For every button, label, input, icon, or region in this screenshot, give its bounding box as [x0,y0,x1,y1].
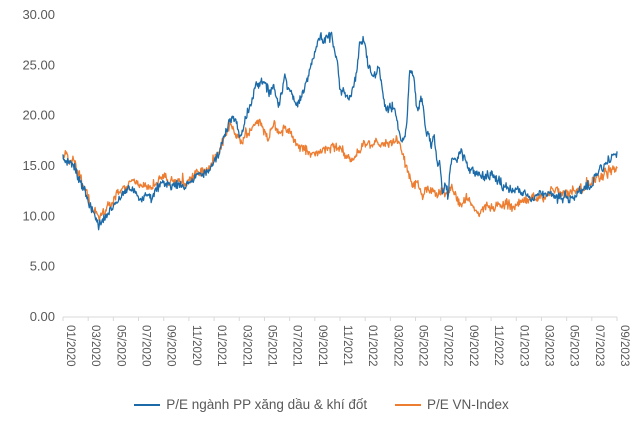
svg-text:07/2022: 07/2022 [442,325,454,367]
svg-text:11/2022: 11/2022 [492,325,504,366]
svg-text:15.00: 15.00 [22,158,55,173]
svg-text:11/2020: 11/2020 [190,325,202,366]
svg-text:05/2023: 05/2023 [568,325,580,367]
svg-text:07/2023: 07/2023 [593,325,605,367]
svg-text:30.00: 30.00 [22,7,55,22]
svg-text:01/2022: 01/2022 [366,325,378,367]
svg-text:05/2020: 05/2020 [114,325,126,367]
svg-text:09/2021: 09/2021 [316,325,328,367]
svg-text:03/2021: 03/2021 [240,325,252,367]
svg-text:03/2020: 03/2020 [89,325,101,367]
svg-text:09/2022: 09/2022 [467,325,479,367]
svg-text:07/2020: 07/2020 [140,325,152,367]
svg-text:01/2021: 01/2021 [215,325,227,367]
svg-text:5.00: 5.00 [30,259,55,274]
svg-text:07/2021: 07/2021 [291,325,303,367]
svg-text:05/2022: 05/2022 [417,325,429,367]
svg-text:01/2020: 01/2020 [64,325,76,367]
svg-text:0.00: 0.00 [30,309,55,324]
svg-text:09/2020: 09/2020 [165,325,177,367]
svg-text:03/2022: 03/2022 [391,325,403,367]
svg-text:03/2023: 03/2023 [542,325,554,367]
svg-text:25.00: 25.00 [22,57,55,72]
svg-text:11/2021: 11/2021 [341,325,353,366]
svg-text:05/2021: 05/2021 [265,325,277,367]
svg-text:09/2023: 09/2023 [618,325,630,367]
svg-text:20.00: 20.00 [22,108,55,123]
svg-text:01/2023: 01/2023 [517,325,529,367]
svg-text:10.00: 10.00 [22,208,55,223]
